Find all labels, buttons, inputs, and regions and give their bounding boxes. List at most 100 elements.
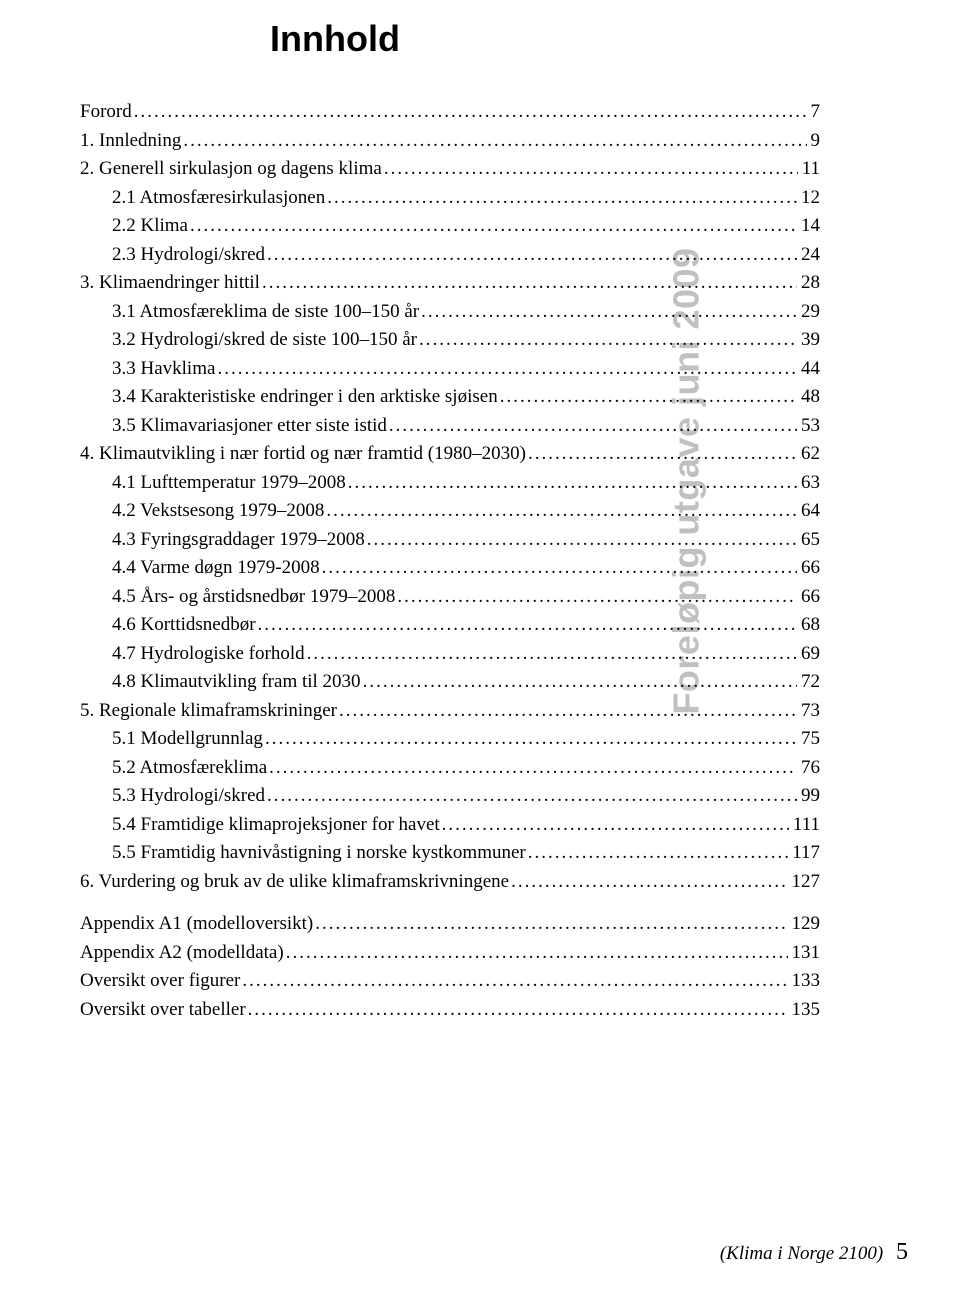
toc-leader-dots [260, 269, 797, 298]
toc-leader-dots [325, 184, 797, 213]
toc-leader-dots [240, 967, 787, 996]
toc-entry: 4.5 Års- og årstidsnedbør 1979–2008 66 [80, 583, 820, 612]
toc-leader-dots [419, 298, 797, 327]
toc-leader-dots [387, 412, 797, 441]
toc-entry-page: 135 [788, 996, 821, 1025]
toc-leader-dots [313, 910, 787, 939]
toc-entry-label: 4.3 Fyringsgraddager 1979–2008 [112, 526, 365, 555]
toc-entry-page: 129 [788, 910, 821, 939]
toc-leader-dots [320, 554, 797, 583]
toc-entry: Appendix A2 (modelldata) 131 [80, 939, 820, 968]
toc-entry-page: 76 [797, 754, 820, 783]
toc-entry: 5. Regionale klimaframskrininger 73 [80, 697, 820, 726]
toc-entry-page: 127 [788, 868, 821, 897]
toc-leader-dots [265, 241, 797, 270]
footer-document-label: (Klima i Norge 2100) [720, 1243, 883, 1264]
toc-leader-dots [263, 725, 797, 754]
toc-entry: 5.2 Atmosfæreklima 76 [80, 754, 820, 783]
toc-entry: 4.1 Lufttemperatur 1979–2008 63 [80, 469, 820, 498]
toc-entry-label: 3.4 Karakteristiske endringer i den arkt… [112, 383, 498, 412]
toc-entry: 4.3 Fyringsgraddager 1979–2008 65 [80, 526, 820, 555]
toc-entry-label: 4.4 Varme døgn 1979-2008 [112, 554, 320, 583]
toc-entry-page: 63 [797, 469, 820, 498]
toc-entry: 3.3 Havklima 44 [80, 355, 820, 384]
toc-leader-dots [215, 355, 797, 384]
toc-entry-label: 4.2 Vekstsesong 1979–2008 [112, 497, 324, 526]
toc-entry-label: 5.1 Modellgrunnlag [112, 725, 263, 754]
toc-leader-dots [509, 868, 787, 897]
toc-entry: 4. Klimautvikling i nær fortid og nær fr… [80, 440, 820, 469]
toc-entry-label: 2. Generell sirkulasjon og dagens klima [80, 155, 382, 184]
toc-entry-page: 65 [797, 526, 820, 555]
toc-entry-label: 4.8 Klimautvikling fram til 2030 [112, 668, 361, 697]
toc-entry-page: 64 [797, 497, 820, 526]
toc-entry-label: 3.3 Havklima [112, 355, 215, 384]
toc-entry: Oversikt over figurer 133 [80, 967, 820, 996]
toc-leader-dots [365, 526, 797, 555]
toc-leader-dots [324, 497, 797, 526]
toc-leader-dots [526, 839, 788, 868]
toc-entry-label: 5.3 Hydrologi/skred [112, 782, 265, 811]
toc-entry: 3.2 Hydrologi/skred de siste 100–150 år … [80, 326, 820, 355]
toc-entry: 3.1 Atmosfæreklima de siste 100–150 år 2… [80, 298, 820, 327]
toc-leader-dots [361, 668, 797, 697]
toc-entry: 4.6 Korttidsnedbør 68 [80, 611, 820, 640]
toc-leader-dots [267, 754, 797, 783]
toc-entry-page: 12 [797, 184, 820, 213]
toc-entry-label: 4.6 Korttidsnedbør [112, 611, 256, 640]
toc-entry-page: 39 [797, 326, 820, 355]
toc-entry-label: 3. Klimaendringer hittil [80, 269, 260, 298]
toc-entry-page: 99 [797, 782, 820, 811]
toc-entry-label: 3.1 Atmosfæreklima de siste 100–150 år [112, 298, 419, 327]
toc-leader-dots [188, 212, 797, 241]
toc-entry: Forord 7 [80, 98, 820, 127]
toc-entry: 4.2 Vekstsesong 1979–2008 64 [80, 497, 820, 526]
toc-entry-page: 48 [797, 383, 820, 412]
toc-entry-page: 117 [788, 839, 820, 868]
toc-entry-label: 2.3 Hydrologi/skred [112, 241, 265, 270]
toc-entry-label: 3.2 Hydrologi/skred de siste 100–150 år [112, 326, 417, 355]
toc-entry-page: 66 [797, 554, 820, 583]
toc-entry-page: 14 [797, 212, 820, 241]
toc-leader-dots [498, 383, 797, 412]
toc-leader-dots [417, 326, 797, 355]
page-footer: (Klima i Norge 2100) 5 [720, 1239, 908, 1266]
toc-entry: 5.3 Hydrologi/skred 99 [80, 782, 820, 811]
toc-entry-page: 111 [789, 811, 820, 840]
toc-entry-label: Oversikt over figurer [80, 967, 240, 996]
toc-entry-page: 66 [797, 583, 820, 612]
toc-entry-page: 68 [797, 611, 820, 640]
toc-entry: 3.4 Karakteristiske endringer i den arkt… [80, 383, 820, 412]
toc-entry-page: 24 [797, 241, 820, 270]
toc-entry-label: Oversikt over tabeller [80, 996, 246, 1025]
toc-leader-dots [395, 583, 797, 612]
toc-leader-dots [181, 127, 806, 156]
toc-entry-label: 6. Vurdering og bruk av de ulike klimafr… [80, 868, 509, 897]
toc-entry-page: 62 [797, 440, 820, 469]
toc-entry: 4.7 Hydrologiske forhold 69 [80, 640, 820, 669]
toc-leader-dots [132, 98, 807, 127]
toc-entry: 2.3 Hydrologi/skred 24 [80, 241, 820, 270]
toc-leader-dots [440, 811, 789, 840]
toc-entry-page: 133 [788, 967, 821, 996]
toc-entry-label: Appendix A1 (modelloversikt) [80, 910, 313, 939]
toc-leader-dots [337, 697, 797, 726]
toc-entry: 5.4 Framtidige klimaprojeksjoner for hav… [80, 811, 820, 840]
toc-entry-label: 4. Klimautvikling i nær fortid og nær fr… [80, 440, 526, 469]
toc-entry-page: 131 [788, 939, 821, 968]
toc-entry-label: 5.4 Framtidige klimaprojeksjoner for hav… [112, 811, 440, 840]
toc-entry: 2. Generell sirkulasjon og dagens klima … [80, 155, 820, 184]
toc-entry-label: 3.5 Klimavariasjoner etter siste istid [112, 412, 387, 441]
toc-entry: 6. Vurdering og bruk av de ulike klimafr… [80, 868, 820, 897]
toc-entry-label: 4.1 Lufttemperatur 1979–2008 [112, 469, 346, 498]
toc-leader-dots [265, 782, 797, 811]
toc-entry: 2.2 Klima 14 [80, 212, 820, 241]
toc-entry-page: 7 [807, 98, 821, 127]
toc-leader-dots [284, 939, 788, 968]
toc-entry: 3. Klimaendringer hittil 28 [80, 269, 820, 298]
toc-entry: 2.1 Atmosfæresirkulasjonen 12 [80, 184, 820, 213]
footer-page-number: 5 [896, 1239, 908, 1265]
page-title: Innhold [270, 18, 400, 60]
toc-entry-page: 75 [797, 725, 820, 754]
toc-leader-dots [305, 640, 797, 669]
